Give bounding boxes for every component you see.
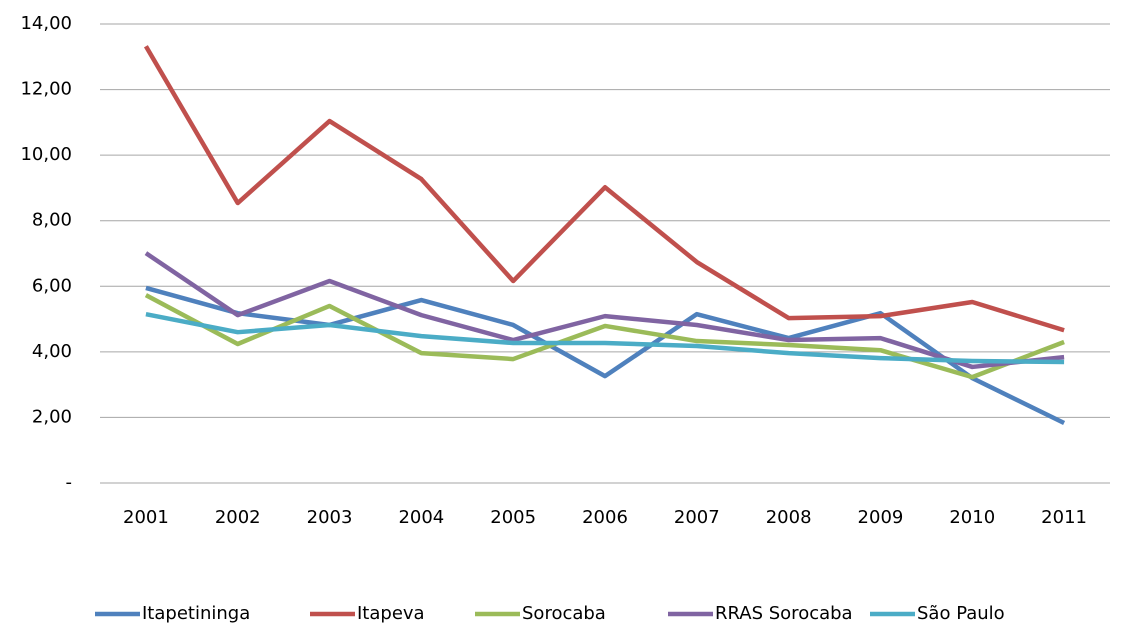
x-tick-label: 2008 xyxy=(766,507,812,528)
x-tick-label: 2005 xyxy=(490,507,536,528)
x-tick-label: 2007 xyxy=(674,507,720,528)
y-tick-label: - xyxy=(66,472,73,493)
legend-label: Itapeva xyxy=(357,603,425,624)
x-tick-label: 2010 xyxy=(949,507,995,528)
y-tick-label: 2,00 xyxy=(32,406,72,427)
y-tick-label: 4,00 xyxy=(32,341,72,362)
series-line xyxy=(143,45,1065,333)
legend-label: São Paulo xyxy=(917,603,1005,624)
series-line xyxy=(145,311,1065,365)
legend-label: Itapetininga xyxy=(142,603,250,624)
x-tick-label: 2004 xyxy=(398,507,444,528)
x-tick-label: 2011 xyxy=(1041,507,1087,528)
x-tick-label: 2001 xyxy=(123,507,169,528)
x-tick-label: 2009 xyxy=(858,507,904,528)
y-tick-label: 12,00 xyxy=(20,79,72,100)
y-tick-label: 14,00 xyxy=(20,13,72,34)
y-tick-label: 10,00 xyxy=(20,144,72,165)
x-tick-label: 2006 xyxy=(582,507,628,528)
legend-label: Sorocaba xyxy=(522,603,606,624)
y-tick-label: 8,00 xyxy=(32,210,72,231)
legend-label: RRAS Sorocaba xyxy=(715,603,853,624)
series-line xyxy=(144,251,1065,370)
y-tick-label: 6,00 xyxy=(32,275,72,296)
x-tick-label: 2003 xyxy=(307,507,353,528)
x-tick-label: 2002 xyxy=(215,507,261,528)
